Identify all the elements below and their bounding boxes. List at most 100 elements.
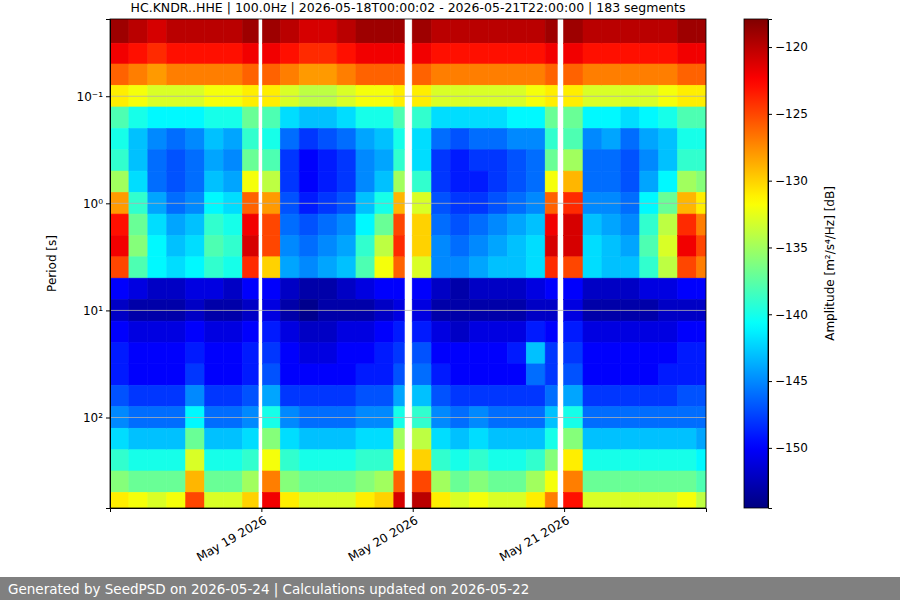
- cell: [242, 128, 258, 149]
- cell: [432, 364, 451, 385]
- cell: [148, 278, 167, 299]
- cell: [697, 19, 706, 43]
- cell: [564, 43, 583, 64]
- cell: [110, 321, 129, 342]
- cell: [280, 492, 299, 508]
- cell: [488, 128, 507, 149]
- cell: [526, 428, 545, 449]
- cell: [224, 321, 243, 342]
- cell: [224, 385, 243, 406]
- grid-line: [110, 417, 706, 418]
- cell: [583, 107, 602, 128]
- cell: [262, 19, 280, 43]
- colorbar-tick-label: −140: [775, 308, 808, 322]
- cell: [412, 471, 431, 492]
- x-tick-label: May 19 2026: [194, 513, 269, 564]
- cell: [186, 214, 205, 235]
- cell: [148, 257, 167, 278]
- cell: [432, 107, 451, 128]
- cell: [602, 364, 621, 385]
- cell: [621, 19, 640, 43]
- x-tick-mark: [261, 508, 262, 512]
- cell: [129, 278, 148, 299]
- cell: [621, 150, 640, 171]
- cell: [167, 385, 186, 406]
- cell: [507, 107, 526, 128]
- cell: [469, 107, 488, 128]
- cell: [526, 43, 545, 64]
- cell: [356, 321, 375, 342]
- cell: [697, 428, 706, 449]
- cell: [488, 236, 507, 257]
- cell: [394, 150, 405, 171]
- cell: [280, 428, 299, 449]
- cell: [412, 43, 431, 64]
- cell: [299, 214, 318, 235]
- y-tick-label: 10¹: [83, 304, 103, 318]
- cell: [356, 64, 375, 85]
- cell: [318, 150, 337, 171]
- cell: [507, 171, 526, 192]
- cell: [488, 385, 507, 406]
- cell: [640, 171, 659, 192]
- cell: [469, 450, 488, 471]
- cell: [337, 19, 356, 43]
- grid-line: [110, 310, 706, 311]
- cell: [205, 492, 224, 508]
- cell: [375, 385, 394, 406]
- cell: [678, 471, 697, 492]
- cell: [678, 171, 697, 192]
- cell: [621, 64, 640, 85]
- y-tick: 10⁰: [83, 197, 110, 211]
- grid-line: [110, 96, 706, 97]
- cell: [564, 150, 583, 171]
- cell: [205, 214, 224, 235]
- plot-frame: [110, 19, 706, 508]
- cell: [583, 278, 602, 299]
- cell: [280, 385, 299, 406]
- cell: [299, 428, 318, 449]
- cell: [148, 471, 167, 492]
- cell: [205, 450, 224, 471]
- cell: [432, 128, 451, 149]
- cell: [602, 321, 621, 342]
- cell: [337, 278, 356, 299]
- cell: [583, 171, 602, 192]
- cell: [375, 236, 394, 257]
- cell: [356, 150, 375, 171]
- cell: [583, 385, 602, 406]
- cell: [262, 364, 280, 385]
- cell: [110, 128, 129, 149]
- grid: [110, 96, 706, 417]
- cell: [186, 492, 205, 508]
- cell: [564, 278, 583, 299]
- cell: [659, 364, 678, 385]
- cell: [602, 450, 621, 471]
- colorbar-title: Amplitude [m²/s⁴/Hz] [dB]: [823, 186, 837, 341]
- cell: [394, 364, 405, 385]
- cell: [110, 428, 129, 449]
- cell: [640, 150, 659, 171]
- cell: [488, 171, 507, 192]
- cell: [507, 471, 526, 492]
- cell: [280, 64, 299, 85]
- cell: [507, 19, 526, 43]
- cell: [129, 471, 148, 492]
- cell: [602, 428, 621, 449]
- cell: [110, 257, 129, 278]
- cell: [167, 492, 186, 508]
- cell: [356, 385, 375, 406]
- cell: [299, 150, 318, 171]
- cell: [356, 19, 375, 43]
- cell: [488, 343, 507, 364]
- cell: [394, 43, 405, 64]
- cell: [526, 19, 545, 43]
- cell: [451, 171, 470, 192]
- cell: [412, 171, 431, 192]
- cell: [318, 214, 337, 235]
- colorbar-tick-label: −120: [775, 40, 808, 54]
- cell: [224, 343, 243, 364]
- cell: [148, 492, 167, 508]
- cell: [659, 150, 678, 171]
- cell: [299, 343, 318, 364]
